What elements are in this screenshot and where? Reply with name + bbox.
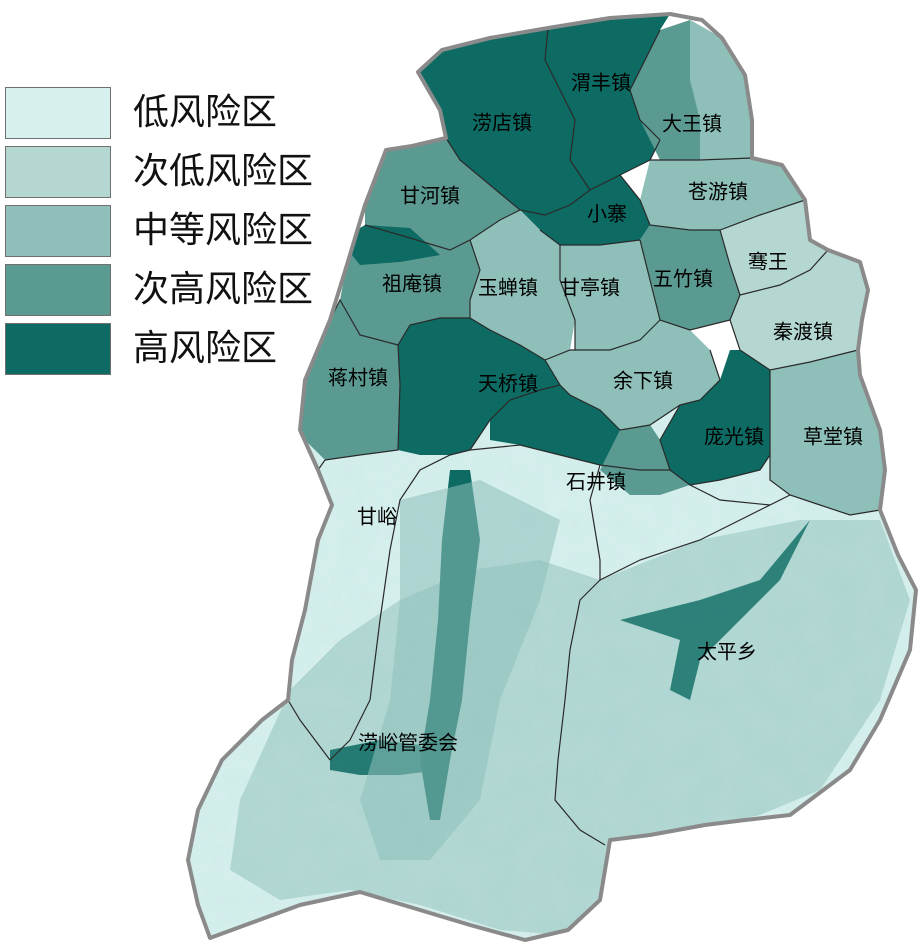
region-label-jiang-cun: 蒋村镇: [328, 366, 388, 390]
legend-swatch-medium-risk: [5, 205, 111, 257]
region-label-gan-ting: 甘亭镇: [560, 276, 620, 300]
legend-item-lower-risk: 次低风险区: [5, 146, 345, 202]
region-label-jian-wang: 骞王: [748, 250, 788, 274]
legend-item-higher-risk: 次高风险区: [5, 264, 345, 320]
legend-swatch-high-risk: [5, 323, 111, 375]
region-label-zu-an: 祖庵镇: [382, 272, 442, 296]
town-labels: 涝店镇 渭丰镇 大王镇 苍游镇 甘河镇 小寨 骞王 祖庵镇 玉蝉镇 甘亭镇 五竹…: [328, 71, 863, 755]
legend-label-medium-risk: 中等风险区: [133, 210, 314, 251]
county-boundary: [186, 12, 918, 942]
map-fill-layer: [188, 14, 916, 940]
region-label-tian-qiao: 天桥镇: [478, 372, 538, 396]
legend-swatch-lower-risk: [5, 146, 111, 198]
region-label-wu-zhu: 五竹镇: [653, 267, 713, 291]
district-boundaries: [287, 27, 881, 846]
legend-swatch-higher-risk: [5, 264, 111, 316]
region-label-qin-du: 秦渡镇: [773, 320, 833, 344]
region-label-shi-jing: 石井镇: [566, 470, 626, 494]
legend-item-medium-risk: 中等风险区: [5, 205, 345, 261]
region-label-wei-feng: 渭丰镇: [571, 71, 631, 95]
region-label-tai-ping: 太平乡: [697, 640, 757, 664]
legend-swatch-low-risk: [5, 87, 111, 139]
region-label-yu-xia: 余下镇: [613, 369, 673, 393]
legend-label-lower-risk: 次低风险区: [133, 151, 314, 192]
legend-label-higher-risk: 次高风险区: [133, 269, 314, 310]
region-label-xiao-zhai: 小寨: [587, 202, 627, 226]
region-label-gan-yu: 甘峪: [357, 505, 397, 529]
region-label-cang-you: 苍游镇: [688, 180, 748, 204]
legend-item-high-risk: 高风险区: [5, 323, 345, 379]
region-label-cao-tang: 草堂镇: [803, 425, 863, 449]
legend-label-high-risk: 高风险区: [133, 328, 278, 369]
region-label-lao-dian: 涝店镇: [472, 111, 532, 135]
region-label-yu-chan: 玉蝉镇: [478, 276, 538, 300]
legend-item-low-risk: 低风险区: [5, 87, 345, 143]
region-label-lao-yu: 涝峪管委会: [358, 731, 458, 755]
legend-label-low-risk: 低风险区: [133, 92, 278, 133]
region-label-da-wang: 大王镇: [662, 112, 722, 136]
region-label-gan-he: 甘河镇: [400, 184, 460, 208]
region-label-pang-guang: 庞光镇: [704, 425, 764, 449]
